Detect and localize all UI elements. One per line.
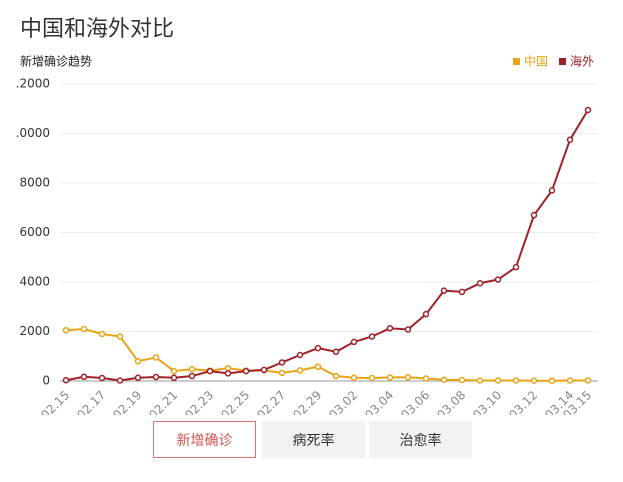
data-point — [98, 330, 106, 338]
x-tick-label: 03.04 — [362, 388, 396, 415]
data-point — [242, 367, 250, 375]
data-point — [422, 310, 430, 318]
data-point — [512, 263, 520, 271]
x-tick-label: 03.08 — [434, 388, 468, 415]
data-point — [566, 136, 574, 143]
data-point — [350, 374, 358, 382]
x-tick-label: 03.06 — [398, 388, 432, 415]
data-point — [134, 374, 142, 382]
x-tick-label: 02.15 — [38, 388, 72, 415]
data-point — [98, 374, 106, 382]
data-point — [494, 377, 502, 384]
legend-swatch — [513, 58, 520, 65]
data-point — [206, 367, 214, 375]
data-point — [548, 187, 556, 194]
data-point — [422, 375, 430, 382]
y-tick-label: 4000 — [19, 275, 50, 289]
data-point — [440, 376, 448, 384]
y-tick-label: 0 — [42, 374, 50, 388]
data-point — [404, 374, 412, 381]
y-tick-label: 2000 — [19, 324, 50, 338]
data-point — [368, 374, 376, 382]
data-point — [584, 377, 592, 384]
data-point — [296, 367, 304, 374]
data-point — [530, 211, 538, 219]
data-point — [566, 377, 574, 384]
series-line — [65, 109, 589, 382]
data-point — [314, 363, 322, 370]
y-tick-label: 8000 — [19, 176, 50, 190]
data-point — [188, 372, 196, 380]
data-point — [80, 373, 88, 381]
data-point — [368, 333, 376, 340]
data-point — [332, 348, 340, 356]
data-point — [314, 344, 322, 352]
y-tick-label: .2000 — [16, 77, 50, 91]
data-point — [170, 374, 178, 382]
data-point — [350, 338, 358, 346]
chart-title: 中国和海外对比 — [20, 17, 174, 42]
tab[interactable]: 病死率 — [262, 421, 365, 458]
x-tick-label: 02.21 — [146, 388, 180, 415]
x-tick-label: 03.02 — [326, 388, 360, 415]
x-tick-label: 02.23 — [182, 388, 216, 415]
x-tick-label: 02.27 — [254, 388, 288, 415]
data-point — [278, 369, 286, 377]
x-tick-label: 02.29 — [290, 388, 324, 415]
data-point — [170, 367, 178, 375]
data-point — [458, 288, 466, 296]
x-tick-label: 03.12 — [506, 388, 540, 415]
data-point — [134, 357, 142, 365]
data-point — [458, 376, 466, 384]
data-point — [404, 326, 412, 333]
legend-label: 海外 — [570, 54, 594, 69]
x-tick-label: 02.19 — [110, 388, 144, 415]
y-tick-label: 6000 — [19, 225, 50, 239]
series-line — [65, 328, 588, 382]
data-point — [224, 370, 232, 377]
legend-label: 中国 — [524, 54, 548, 69]
data-point — [476, 377, 484, 384]
data-point — [296, 351, 304, 359]
data-point — [584, 106, 592, 114]
data-point — [332, 372, 340, 380]
data-point — [116, 333, 124, 340]
data-point — [152, 373, 160, 381]
data-point — [440, 287, 448, 294]
data-point — [278, 359, 286, 366]
data-point — [224, 364, 232, 372]
data-point — [116, 377, 124, 384]
x-tick-label: 03.10 — [470, 388, 504, 415]
tab[interactable]: 新增确诊 — [153, 421, 256, 458]
data-point — [476, 279, 484, 287]
data-point — [80, 325, 88, 333]
chart-subtitle: 新增确诊趋势 — [20, 54, 92, 69]
data-point — [530, 377, 538, 385]
x-tick-label: 02.25 — [218, 388, 252, 415]
data-point — [512, 377, 520, 384]
data-point — [386, 374, 394, 381]
data-point — [62, 377, 70, 384]
y-tick-label: .0000 — [16, 126, 50, 140]
data-point — [62, 327, 70, 334]
data-point — [548, 377, 556, 385]
data-point — [152, 354, 160, 361]
tab[interactable]: 治愈率 — [369, 421, 472, 458]
legend-swatch — [559, 58, 566, 65]
data-point — [260, 366, 268, 374]
data-point — [494, 276, 502, 283]
data-point — [386, 325, 394, 332]
chart: 中国和海外对比 新增确诊趋势 0 2000 4000 6000 8000 .0000 .20… — [16, 17, 598, 415]
x-tick-label: 02.17 — [74, 388, 108, 415]
data-point — [188, 365, 196, 373]
